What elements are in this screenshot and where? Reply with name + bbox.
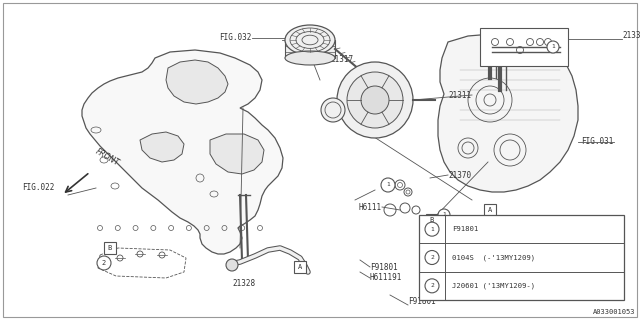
Text: 21311: 21311 xyxy=(449,91,472,100)
Text: H6111: H6111 xyxy=(359,203,382,212)
Bar xyxy=(419,215,624,300)
Text: 2: 2 xyxy=(430,255,434,260)
Text: FIG.032: FIG.032 xyxy=(220,34,252,43)
Bar xyxy=(426,214,438,226)
Text: 2: 2 xyxy=(430,283,434,288)
Text: F91801: F91801 xyxy=(370,262,397,271)
Text: 21338: 21338 xyxy=(622,30,640,39)
Circle shape xyxy=(361,86,389,114)
Text: 1: 1 xyxy=(551,44,555,50)
Bar xyxy=(294,261,306,273)
Text: FIG.031: FIG.031 xyxy=(582,138,614,147)
Text: F91801: F91801 xyxy=(408,298,436,307)
Text: 1: 1 xyxy=(386,182,390,188)
Text: A: A xyxy=(488,207,492,213)
Circle shape xyxy=(438,209,450,221)
Circle shape xyxy=(347,72,403,128)
Circle shape xyxy=(226,259,238,271)
Text: J20601 ('13MY1209-): J20601 ('13MY1209-) xyxy=(452,283,535,289)
Text: A: A xyxy=(298,264,302,270)
Bar xyxy=(480,28,568,66)
Text: 1: 1 xyxy=(430,227,434,232)
Circle shape xyxy=(337,62,413,138)
Polygon shape xyxy=(210,134,264,174)
Ellipse shape xyxy=(285,25,335,55)
Text: FRONT: FRONT xyxy=(94,147,121,168)
Bar xyxy=(484,204,496,216)
Circle shape xyxy=(321,98,345,122)
Text: FIG.022: FIG.022 xyxy=(22,183,54,193)
Text: H611191: H611191 xyxy=(370,274,403,283)
Text: 0104S  (-'13MY1209): 0104S (-'13MY1209) xyxy=(452,254,535,261)
Polygon shape xyxy=(82,50,283,254)
Text: F91801: F91801 xyxy=(452,226,478,232)
Polygon shape xyxy=(140,132,184,162)
Text: B: B xyxy=(108,245,112,251)
Polygon shape xyxy=(166,60,228,104)
Text: 2: 2 xyxy=(102,260,106,266)
Circle shape xyxy=(97,256,111,270)
Text: 1: 1 xyxy=(442,212,446,218)
Text: A033001053: A033001053 xyxy=(593,309,635,315)
Bar xyxy=(104,242,116,254)
Circle shape xyxy=(425,279,439,293)
Circle shape xyxy=(425,222,439,236)
Circle shape xyxy=(425,251,439,265)
Bar xyxy=(285,40,335,58)
Text: 21317: 21317 xyxy=(330,55,353,65)
Circle shape xyxy=(547,41,559,53)
Text: 21328: 21328 xyxy=(232,278,255,287)
Text: 21370: 21370 xyxy=(448,171,471,180)
Ellipse shape xyxy=(285,51,335,65)
Polygon shape xyxy=(438,34,578,192)
Circle shape xyxy=(381,178,395,192)
Text: B: B xyxy=(430,217,434,223)
